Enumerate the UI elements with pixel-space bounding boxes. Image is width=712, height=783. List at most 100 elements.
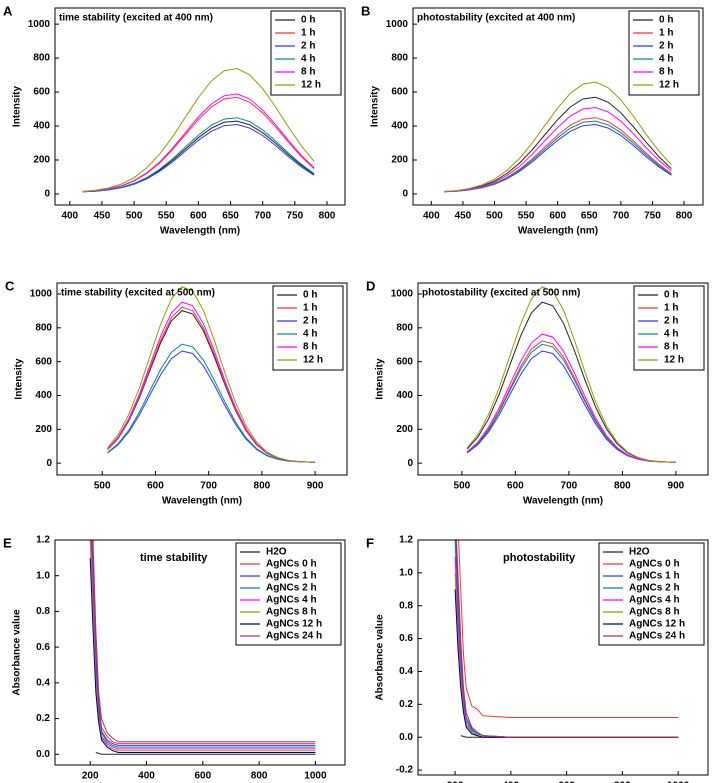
series-line	[107, 286, 316, 463]
y-tick-label: 400	[35, 390, 52, 401]
y-tick-label: 600	[396, 356, 413, 367]
y-tick-label: 1.0	[399, 568, 413, 579]
x-tick-label: 750	[644, 211, 661, 222]
y-axis-label: Absorbance value	[375, 614, 386, 701]
plot-title: photostability (excited at 500 nm)	[422, 288, 580, 299]
legend-label: 12 h	[301, 80, 321, 91]
legend-label: AgNCs 8 h	[629, 607, 680, 618]
plot-area	[107, 286, 316, 463]
plot-title: time stability (excited at 400 nm)	[59, 13, 213, 24]
legend-label: 1 h	[303, 303, 317, 314]
y-tick-label: 200	[396, 424, 413, 435]
y-axis-label: Intensity	[370, 86, 381, 128]
y-tick-label: 0	[46, 458, 52, 469]
y-tick-label: 600	[33, 87, 50, 98]
legend-label: AgNCs 24 h	[629, 631, 685, 642]
panel-3: D 500 600 700 800 900 0 200 400 600 800 1000 photost…	[366, 278, 709, 507]
legend-label: AgNCs 0 h	[629, 559, 680, 570]
legend-label: 2 h	[664, 316, 678, 327]
legend-label: 8 h	[659, 67, 673, 78]
plot-area	[82, 67, 315, 193]
legend-label: 12 h	[664, 355, 684, 366]
y-tick-label: 1.2	[399, 535, 413, 546]
legend-label: 8 h	[301, 67, 315, 78]
y-tick-label: 0.2	[399, 699, 413, 710]
x-tick-label: 900	[307, 481, 324, 492]
y-tick-label: 0.8	[36, 606, 50, 617]
y-tick-label: 0.0	[36, 749, 50, 760]
x-tick-label: 800	[676, 211, 693, 222]
x-tick-label: 800	[614, 481, 631, 492]
legend-label: 0 h	[301, 15, 315, 26]
y-tick-label: -0.2	[396, 765, 414, 776]
x-tick-label: 650	[581, 211, 598, 222]
y-tick-label: 0.4	[399, 666, 413, 677]
legend-box	[628, 10, 700, 96]
series-line	[458, 540, 679, 718]
legend-label: 0 h	[664, 290, 678, 301]
series-line	[107, 343, 316, 463]
series-line	[443, 117, 672, 193]
legend-label: AgNCs 0 h	[266, 559, 317, 570]
x-tick-label: 800	[254, 481, 271, 492]
x-tick-label: 700	[561, 481, 578, 492]
x-tick-label: 200	[82, 771, 99, 782]
x-tick-label: 600	[147, 481, 164, 492]
legend-label: AgNCs 8 h	[266, 607, 317, 618]
x-axis-label: Wavelength (nm)	[162, 496, 242, 507]
y-tick-label: 800	[396, 322, 413, 333]
plot-title: time stability	[140, 552, 208, 564]
x-tick-label: 400	[61, 211, 78, 222]
x-tick-label: 500	[126, 211, 143, 222]
y-tick-label: 0	[44, 189, 50, 200]
plot-area	[443, 81, 672, 193]
y-tick-label: 0.6	[36, 642, 50, 653]
legend-label: AgNCs 2 h	[629, 583, 680, 594]
x-tick-label: 600	[558, 781, 575, 783]
y-tick-label: 0.4	[36, 677, 50, 688]
legend-label: AgNCs 4 h	[629, 595, 680, 606]
x-tick-label: 600	[194, 771, 211, 782]
panel-4: E 200 400 600 800 1000 0.0 0.2 0.4 0.6 0.8 1.0 1.2 ti…	[3, 535, 346, 782]
series-line	[82, 117, 315, 193]
legend-label: 0 h	[659, 15, 673, 26]
y-tick-label: 400	[33, 121, 50, 132]
legend-label: 0 h	[303, 290, 317, 301]
legend-label: 1 h	[664, 303, 678, 314]
y-tick-label: 600	[35, 356, 52, 367]
y-tick-label: 400	[396, 390, 413, 401]
y-tick-label: 1.2	[36, 535, 50, 546]
panel-0: A 400 450 500 550 600 650 700 750 800 0 200 400 600 80…	[3, 3, 346, 237]
plot-frame	[54, 539, 346, 766]
x-tick-label: 200	[447, 781, 464, 783]
x-tick-label: 800	[319, 211, 336, 222]
legend-label: 2 h	[659, 41, 673, 52]
legend-label: 8 h	[664, 342, 678, 353]
legend-box	[235, 542, 342, 646]
x-axis-label: Wavelength (nm)	[518, 226, 598, 237]
x-tick-label: 600	[549, 211, 566, 222]
y-axis-label: Intensity	[375, 358, 386, 400]
series-line	[95, 752, 316, 755]
legend-label: 4 h	[301, 54, 315, 65]
legend-label: 12 h	[659, 80, 679, 91]
x-tick-label: 600	[507, 481, 524, 492]
y-tick-label: 0.6	[399, 633, 413, 644]
y-tick-label: 1000	[391, 289, 414, 300]
x-tick-label: 750	[287, 211, 304, 222]
series-line	[466, 333, 676, 463]
x-tick-label: 700	[613, 211, 630, 222]
plot-frame	[412, 7, 704, 206]
plot-frame	[417, 539, 709, 776]
series-line	[443, 120, 672, 193]
series-line	[466, 286, 676, 463]
series-line	[82, 123, 315, 193]
panel-5: F 200 400 600 800 1000 -0.2 0.0 0.2 0.4 0.6 0.8 1.0 1…	[366, 535, 709, 783]
series-line	[82, 67, 315, 192]
series-line	[92, 540, 316, 743]
x-tick-label: 650	[222, 211, 239, 222]
plot-title: photostability	[503, 552, 576, 564]
y-tick-label: 0.2	[36, 713, 50, 724]
y-tick-label: 1000	[386, 19, 409, 30]
